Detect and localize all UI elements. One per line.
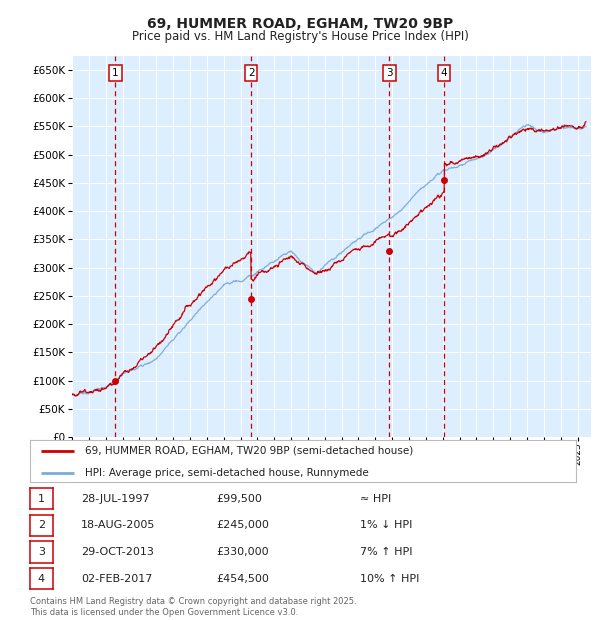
Text: 2: 2	[248, 68, 254, 78]
Text: 2: 2	[38, 520, 45, 531]
Text: Price paid vs. HM Land Registry's House Price Index (HPI): Price paid vs. HM Land Registry's House …	[131, 30, 469, 43]
Text: 18-AUG-2005: 18-AUG-2005	[81, 520, 155, 531]
Text: ≈ HPI: ≈ HPI	[360, 494, 391, 504]
Text: 1: 1	[38, 494, 45, 504]
Text: 02-FEB-2017: 02-FEB-2017	[81, 574, 152, 584]
Text: 29-OCT-2013: 29-OCT-2013	[81, 547, 154, 557]
Text: 10% ↑ HPI: 10% ↑ HPI	[360, 574, 419, 584]
Text: 69, HUMMER ROAD, EGHAM, TW20 9BP: 69, HUMMER ROAD, EGHAM, TW20 9BP	[147, 17, 453, 32]
Text: 4: 4	[441, 68, 448, 78]
Text: Contains HM Land Registry data © Crown copyright and database right 2025.
This d: Contains HM Land Registry data © Crown c…	[30, 598, 356, 617]
Text: 69, HUMMER ROAD, EGHAM, TW20 9BP (semi-detached house): 69, HUMMER ROAD, EGHAM, TW20 9BP (semi-d…	[85, 446, 413, 456]
Text: HPI: Average price, semi-detached house, Runnymede: HPI: Average price, semi-detached house,…	[85, 468, 368, 478]
Text: 1% ↓ HPI: 1% ↓ HPI	[360, 520, 412, 531]
Text: 3: 3	[386, 68, 392, 78]
Text: 28-JUL-1997: 28-JUL-1997	[81, 494, 149, 504]
Text: £99,500: £99,500	[216, 494, 262, 504]
Text: £245,000: £245,000	[216, 520, 269, 531]
Text: 1: 1	[112, 68, 119, 78]
Text: £454,500: £454,500	[216, 574, 269, 584]
Text: 7% ↑ HPI: 7% ↑ HPI	[360, 547, 413, 557]
Text: 4: 4	[38, 574, 45, 584]
Text: 3: 3	[38, 547, 45, 557]
Text: £330,000: £330,000	[216, 547, 269, 557]
